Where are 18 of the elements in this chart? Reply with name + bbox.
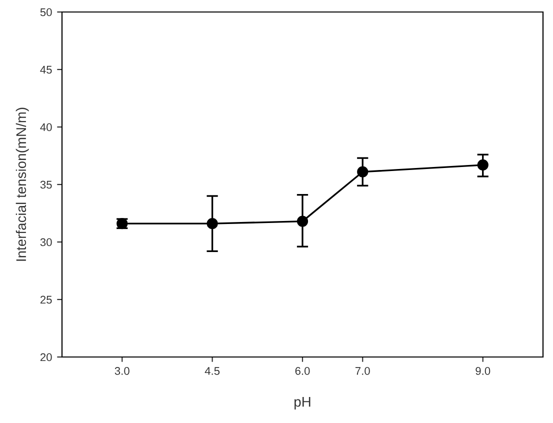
y-tick-label: 40	[40, 123, 52, 132]
y-tick-label: 25	[40, 296, 52, 304]
x-tick-label: 6.0	[295, 367, 310, 375]
y-axis-title: Interfacial tension(mN/m)	[16, 108, 29, 261]
y-tick-label: 50	[40, 8, 52, 16]
point	[296, 216, 308, 227]
y-tick-label: 20	[40, 353, 52, 362]
y-tick-label: 35	[40, 180, 52, 189]
x-tick-label: 3.0	[114, 367, 130, 375]
x-tick-label: 4.5	[204, 367, 220, 375]
y-tick-label: 30	[40, 238, 52, 246]
y-tick-label: 45	[40, 66, 52, 74]
x-axis-title: pH	[294, 397, 310, 410]
x-tick-label: 9.0	[476, 367, 490, 375]
point	[206, 218, 218, 230]
point	[477, 159, 488, 171]
point	[357, 166, 368, 178]
x-tick-label: 7.0	[355, 367, 370, 375]
